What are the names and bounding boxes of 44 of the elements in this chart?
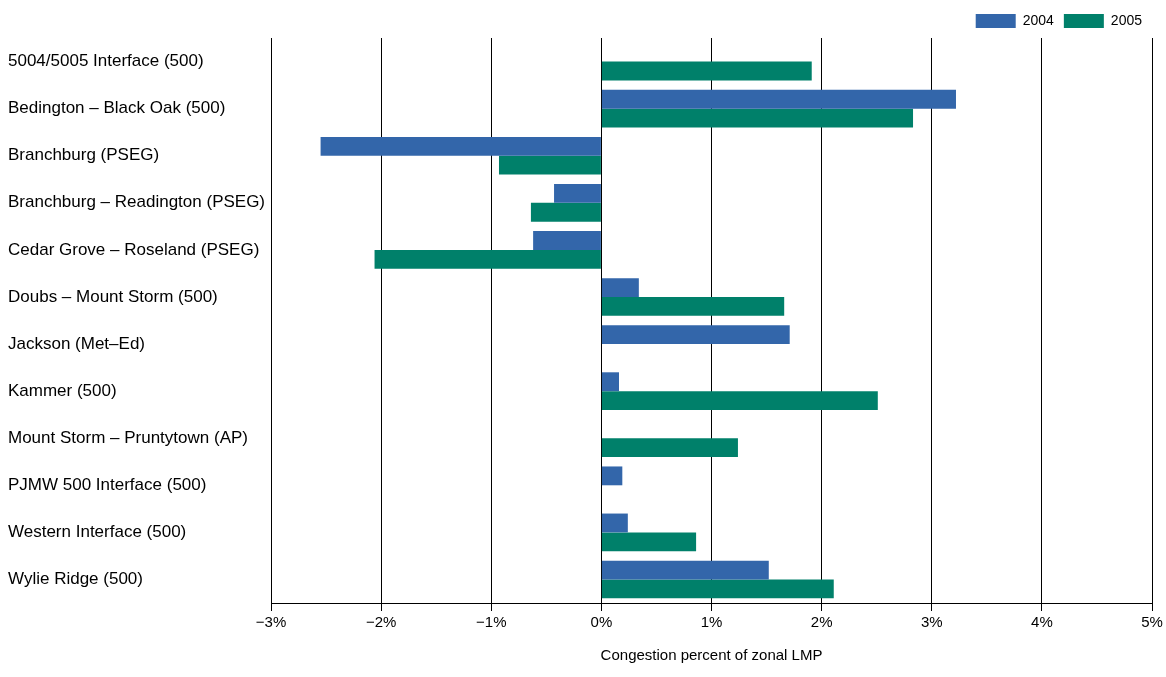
bar — [530, 202, 601, 222]
bar — [601, 579, 834, 599]
x-tick-label: 0% — [590, 613, 613, 631]
y-tick-label: Cedar Grove – Roseland (PSEG) — [8, 239, 260, 259]
x-tick-label: 2% — [810, 613, 833, 631]
y-tick-label: Kammer (500) — [8, 380, 117, 400]
bar — [601, 325, 790, 345]
bar — [554, 183, 601, 203]
bar — [374, 249, 601, 269]
bar — [601, 513, 628, 533]
y-tick-label: Bedington – Black Oak (500) — [8, 98, 226, 118]
y-tick-label: Branchburg (PSEG) — [8, 145, 160, 165]
y-tick-label: 5004/5005 Interface (500) — [8, 51, 204, 71]
bar — [601, 391, 878, 410]
bar — [533, 231, 601, 250]
legend-label: 2005 — [1110, 11, 1143, 28]
y-tick-label: Wylie Ridge (500) — [8, 569, 143, 589]
bar — [601, 438, 738, 458]
bar — [601, 296, 785, 316]
x-tick-label: −1% — [476, 613, 507, 631]
x-tick-label: 3% — [920, 613, 943, 631]
bar — [601, 278, 639, 297]
y-tick-label: PJMW 500 Interface (500) — [8, 474, 207, 494]
x-tick-label: 5% — [1141, 613, 1163, 631]
bar — [601, 61, 812, 81]
legend-label: 2004 — [1022, 11, 1055, 28]
y-tick-label: Branchburg – Readington (PSEG) — [8, 192, 266, 212]
x-tick-label: −2% — [365, 613, 397, 631]
bar — [320, 136, 601, 156]
x-tick-label: 1% — [700, 613, 723, 631]
bar — [601, 466, 623, 486]
y-tick-label: Western Interface (500) — [8, 522, 187, 542]
bar — [498, 155, 601, 175]
y-tick-label: Doubs – Mount Storm (500) — [8, 286, 218, 306]
bar — [601, 372, 620, 392]
x-tick-label: 4% — [1031, 613, 1053, 631]
y-tick-label: Jackson (Met–Ed) — [8, 333, 145, 353]
x-tick-label: −3% — [255, 613, 287, 631]
bar — [601, 108, 914, 128]
y-tick-label: Mount Storm – Pruntytown (AP) — [8, 427, 248, 447]
x-axis-title: Congestion percent of zonal LMP — [600, 646, 823, 664]
bar — [601, 560, 769, 580]
bar — [601, 532, 697, 552]
bar — [601, 89, 956, 109]
